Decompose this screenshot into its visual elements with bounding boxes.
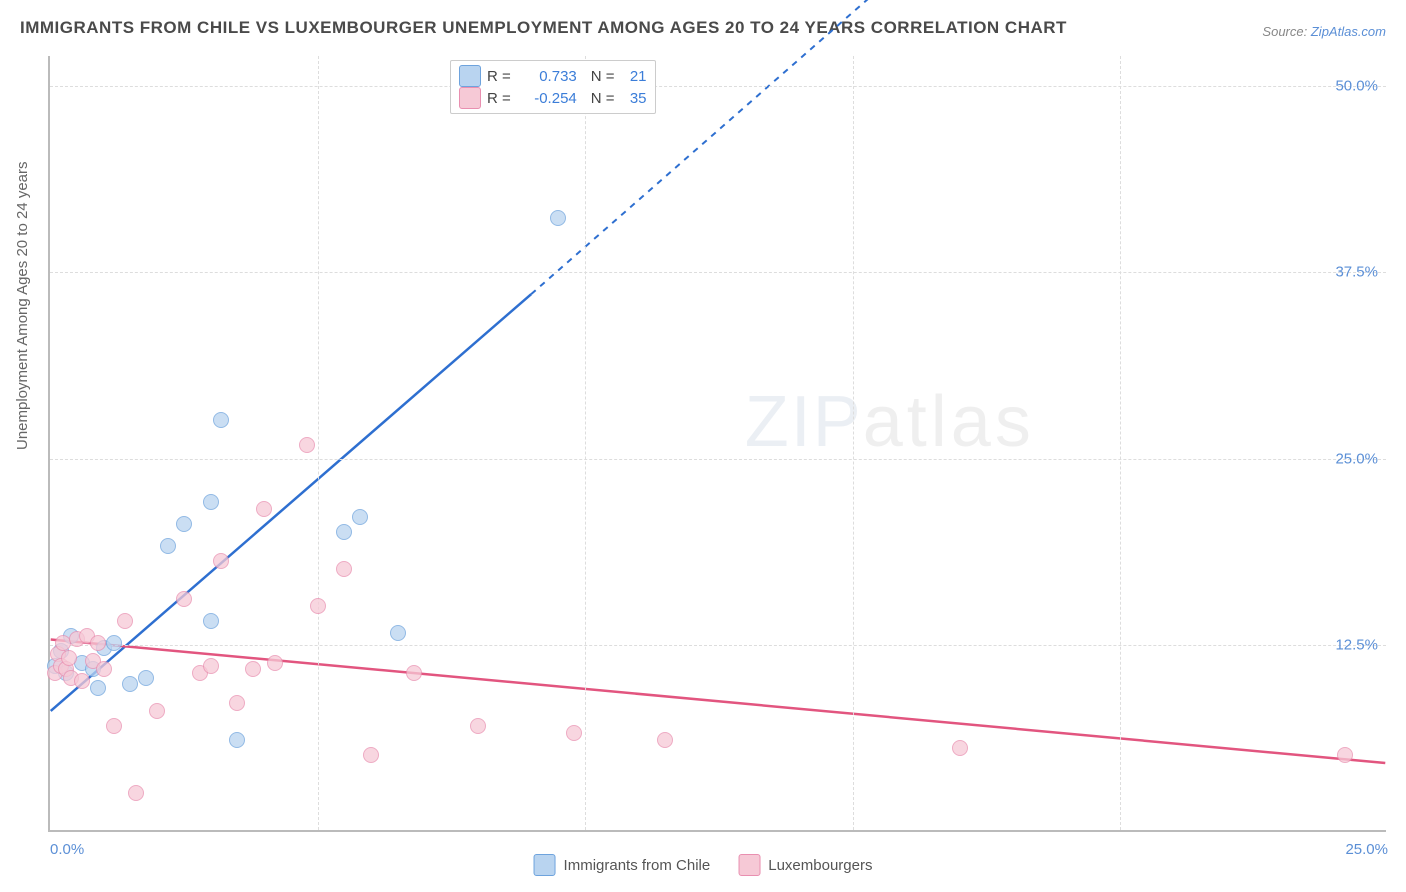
data-point-lux	[61, 650, 77, 666]
data-point-lux	[74, 673, 90, 689]
data-point-chile	[229, 732, 245, 748]
legend-r-label: R =	[487, 68, 511, 85]
data-point-chile	[336, 524, 352, 540]
regression-line-chile-extrapolated	[531, 0, 905, 294]
data-point-lux	[90, 635, 106, 651]
series-legend: Immigrants from Chile Luxembourgers	[534, 854, 873, 876]
legend-row: R = -0.254 N = 35	[459, 87, 647, 109]
gridline-h	[50, 459, 1386, 460]
gridline-h	[50, 645, 1386, 646]
data-point-lux	[229, 695, 245, 711]
data-point-lux	[1337, 747, 1353, 763]
y-tick-label: 50.0%	[1335, 77, 1378, 94]
legend-swatch	[459, 87, 481, 109]
chart-title: IMMIGRANTS FROM CHILE VS LUXEMBOURGER UN…	[20, 18, 1067, 38]
data-point-chile	[390, 625, 406, 641]
data-point-lux	[299, 437, 315, 453]
data-point-chile	[122, 676, 138, 692]
data-point-chile	[90, 680, 106, 696]
gridline-h	[50, 86, 1386, 87]
y-axis-label: Unemployment Among Ages 20 to 24 years	[14, 161, 31, 450]
gridline-v	[1120, 56, 1121, 830]
data-point-chile	[106, 635, 122, 651]
legend-r-value: -0.254	[517, 90, 577, 107]
gridline-v	[585, 56, 586, 830]
regression-lines	[50, 56, 1386, 830]
source-link[interactable]: ZipAtlas.com	[1311, 24, 1386, 39]
data-point-lux	[310, 598, 326, 614]
y-tick-label: 37.5%	[1335, 264, 1378, 281]
data-point-lux	[566, 725, 582, 741]
legend-row: R = 0.733 N = 21	[459, 65, 647, 87]
data-point-lux	[106, 718, 122, 734]
data-point-lux	[406, 665, 422, 681]
regression-line-lux	[51, 639, 1386, 763]
source-label: Source:	[1262, 24, 1307, 39]
data-point-lux	[245, 661, 261, 677]
data-point-lux	[213, 553, 229, 569]
series-legend-item: Immigrants from Chile	[534, 854, 711, 876]
data-point-lux	[176, 591, 192, 607]
data-point-lux	[952, 740, 968, 756]
legend-r-value: 0.733	[517, 68, 577, 85]
x-tick-label: 25.0%	[1345, 841, 1388, 858]
data-point-chile	[203, 494, 219, 510]
data-point-lux	[470, 718, 486, 734]
legend-r-label: R =	[487, 90, 511, 107]
data-point-lux	[203, 658, 219, 674]
data-point-lux	[657, 732, 673, 748]
correlation-legend: R = 0.733 N = 21 R = -0.254 N = 35	[450, 60, 656, 114]
x-tick-label: 0.0%	[50, 841, 84, 858]
data-point-chile	[550, 210, 566, 226]
legend-n-label: N =	[591, 90, 615, 107]
series-legend-label: Immigrants from Chile	[564, 857, 711, 874]
source-attribution: Source: ZipAtlas.com	[1262, 24, 1386, 39]
legend-swatch	[459, 65, 481, 87]
data-point-lux	[336, 561, 352, 577]
data-point-lux	[363, 747, 379, 763]
series-legend-item: Luxembourgers	[738, 854, 872, 876]
legend-n-value: 21	[621, 68, 647, 85]
y-tick-label: 25.0%	[1335, 450, 1378, 467]
legend-swatch	[738, 854, 760, 876]
data-point-lux	[267, 655, 283, 671]
data-point-chile	[213, 412, 229, 428]
data-point-chile	[160, 538, 176, 554]
data-point-lux	[149, 703, 165, 719]
gridline-v	[853, 56, 854, 830]
data-point-lux	[117, 613, 133, 629]
chart-area: ZIPatlas 12.5%25.0%37.5%50.0%0.0%25.0%	[48, 56, 1386, 832]
data-point-lux	[96, 661, 112, 677]
data-point-chile	[203, 613, 219, 629]
legend-n-value: 35	[621, 90, 647, 107]
y-tick-label: 12.5%	[1335, 637, 1378, 654]
regression-line-chile	[51, 294, 531, 711]
legend-n-label: N =	[591, 68, 615, 85]
data-point-chile	[138, 670, 154, 686]
data-point-lux	[256, 501, 272, 517]
gridline-v	[318, 56, 319, 830]
data-point-chile	[176, 516, 192, 532]
data-point-chile	[352, 509, 368, 525]
series-legend-label: Luxembourgers	[768, 857, 872, 874]
gridline-h	[50, 272, 1386, 273]
legend-swatch	[534, 854, 556, 876]
data-point-lux	[128, 785, 144, 801]
